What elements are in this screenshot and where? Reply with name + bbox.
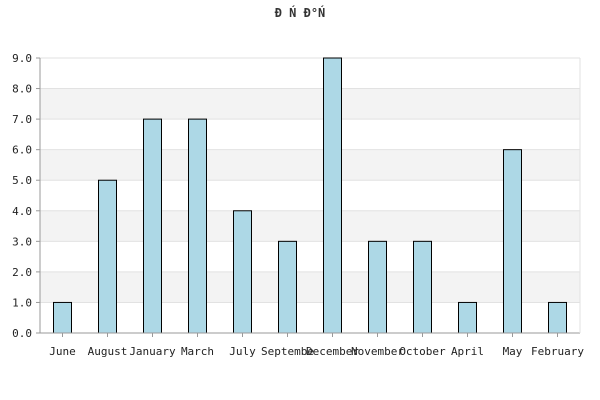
grid-bands — [40, 88, 580, 303]
chart-title: Đ Ń Đ°Ń — [275, 5, 326, 20]
x-tick-label: January — [129, 345, 176, 358]
grid-band — [40, 149, 580, 181]
bar-may — [503, 149, 522, 334]
y-tick-label: 7.0 — [12, 113, 32, 126]
gridlines — [40, 57, 580, 334]
bar-august — [98, 179, 117, 334]
x-tick-label: July — [229, 345, 256, 358]
bar-march — [188, 118, 207, 334]
bar-april — [458, 301, 477, 334]
x-tick-labels: June August January March July SeptembeDecemb… — [49, 345, 584, 358]
bars — [53, 57, 567, 334]
grid-band — [40, 88, 580, 120]
x-tick-label: November — [351, 345, 404, 358]
x-tick-label: October — [399, 345, 446, 358]
x-tick-label: Septembe — [261, 345, 314, 358]
y-tick-label: 2.0 — [12, 266, 32, 279]
bar-november — [368, 240, 387, 334]
axes — [36, 57, 581, 337]
y-tick-label: 9.0 — [12, 52, 32, 65]
y-tick-label: 5.0 — [12, 174, 32, 187]
bar-february — [548, 301, 567, 334]
y-tick-label: 8.0 — [12, 83, 32, 96]
x-tick-label: March — [181, 345, 214, 358]
x-tick-label: February — [531, 345, 584, 358]
bar-october — [413, 240, 432, 334]
bar-july — [233, 210, 252, 334]
bar-june — [53, 301, 72, 334]
y-tick-label: 3.0 — [12, 235, 32, 248]
y-tick-label: 1.0 — [12, 296, 32, 309]
y-tick-label: 6.0 — [12, 144, 32, 157]
x-tick-label: August — [88, 345, 128, 358]
x-tick-label: June — [49, 345, 76, 358]
bar-septembe — [278, 240, 297, 334]
x-tick-label: April — [451, 345, 484, 358]
grid-band — [40, 271, 580, 303]
grid-band — [40, 210, 580, 242]
y-tick-labels: 0.0 1.0 2.0 3.0 4.0 5.0 6.0 7.0 8.0 9.0 — [12, 52, 32, 340]
y-tick-label: 0.0 — [12, 327, 32, 340]
x-tick-label: December — [306, 345, 359, 358]
x-tick-label: May — [503, 345, 523, 358]
bar-december — [323, 57, 342, 334]
bar-january — [143, 118, 162, 334]
y-tick-label: 4.0 — [12, 205, 32, 218]
